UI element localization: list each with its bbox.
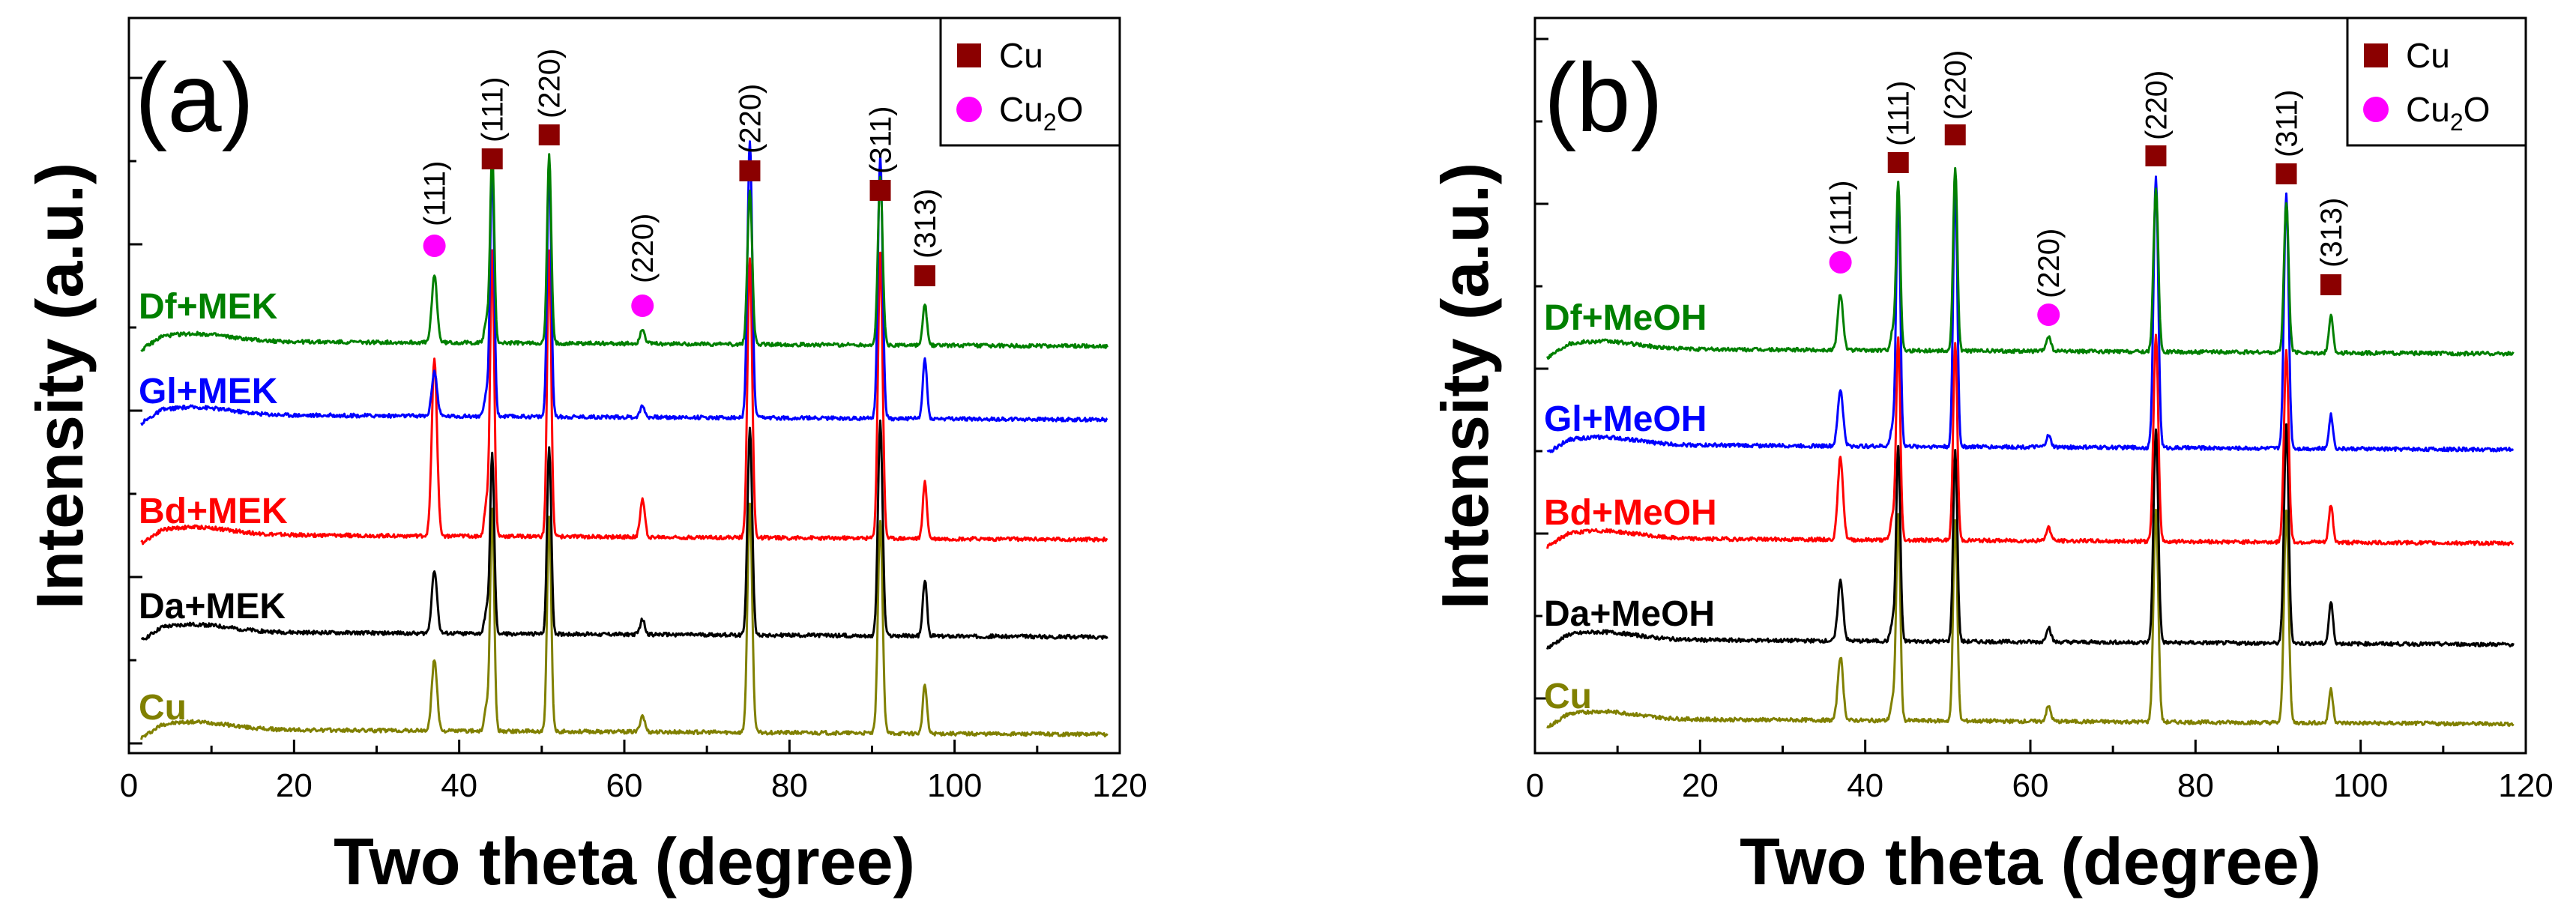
cu-peak-marker	[1944, 124, 1966, 145]
series-line	[1546, 423, 2515, 650]
series-label: Bd+MeOH	[1544, 493, 1717, 533]
hkl-label: (111)	[419, 161, 452, 226]
hkl-label: (220)	[1940, 50, 1973, 120]
x-axis-title: Two theta (degree)	[1740, 824, 2321, 899]
panel-label: (b)	[1544, 43, 1663, 152]
x-axis-title: Two theta (degree)	[334, 824, 915, 899]
x-tick-label: 60	[606, 767, 643, 804]
x-tick-label: 120	[1092, 767, 1147, 804]
x-tick-label: 0	[1526, 767, 1544, 804]
cu2o-peak-marker	[2037, 303, 2060, 326]
x-tick-label: 40	[1847, 767, 1883, 804]
hkl-label: (220)	[734, 84, 767, 154]
cu-peak-marker	[481, 148, 503, 169]
x-tick-label: 60	[2012, 767, 2049, 804]
legend-cu2o-symbol	[2363, 97, 2389, 122]
series-line	[1546, 333, 2515, 549]
series-label: Cu	[1544, 677, 1592, 716]
x-tick-label: 100	[2333, 767, 2388, 804]
cu2o-peak-marker	[631, 295, 654, 317]
cu-peak-marker	[1887, 152, 1909, 173]
panel-a: 0 20 40 60 80 100 120 Two theta (degree) Intensi…	[22, 16, 1147, 899]
hkl-label: (220)	[2140, 70, 2173, 140]
hkl-label: (313)	[2315, 198, 2348, 268]
series-label: Gl+MEK	[139, 372, 278, 411]
series-label: Gl+MeOH	[1544, 399, 1707, 439]
x-tick-label: 20	[276, 767, 313, 804]
cu2o-peak-marker	[1829, 251, 1852, 274]
panel-label: (a)	[135, 43, 254, 152]
series-label: Bd+MEK	[139, 492, 288, 531]
series-line	[140, 419, 1108, 641]
x-tick-label: 20	[1682, 767, 1719, 804]
hkl-label: (313)	[909, 189, 942, 259]
series-label: Da+MeOH	[1544, 594, 1715, 634]
series-line	[140, 140, 1108, 426]
legend-cu-symbol	[2364, 43, 2388, 67]
series-label: Df+MEK	[139, 287, 278, 327]
series-line	[1546, 166, 2515, 360]
cu-peak-marker	[2275, 163, 2297, 184]
series-line	[140, 502, 1108, 740]
x-tick-label: 100	[927, 767, 982, 804]
legend-box	[2346, 16, 2527, 147]
legend-entry-label: Cu2O	[2406, 90, 2490, 136]
cu-peak-marker	[2320, 274, 2342, 295]
cu-peak-marker	[869, 180, 891, 201]
y-axis-title: Intensity (a.u.)	[22, 163, 97, 610]
hkl-label: (220)	[2033, 229, 2066, 298]
panel-b: 0 20 40 60 80 100 120 Two theta (degree) Intensi…	[1428, 16, 2554, 899]
hkl-label: (111)	[1883, 81, 1916, 146]
x-tick-label: 80	[2177, 767, 2214, 804]
legend-box	[939, 16, 1121, 147]
legend-entry-label: Cu	[2406, 36, 2450, 75]
cu-peak-marker	[538, 124, 560, 145]
cu-peak-marker	[914, 265, 936, 286]
hkl-label: (111)	[1825, 181, 1858, 246]
legend-entry-label: Cu	[999, 36, 1043, 75]
cu-peak-marker	[2145, 145, 2167, 166]
x-tick-label: 120	[2498, 767, 2553, 804]
legend-entry-label: Cu2O	[999, 90, 1083, 136]
hkl-label: (220)	[627, 214, 660, 283]
series-label: Df+MeOH	[1544, 298, 1707, 338]
hkl-label: (311)	[2271, 90, 2304, 157]
hkl-label: (111)	[477, 77, 510, 142]
hkl-label: (311)	[865, 106, 898, 174]
series-line	[1546, 175, 2515, 453]
x-tick-label: 80	[771, 767, 808, 804]
cu-peak-marker	[739, 160, 761, 181]
series-label: Cu	[139, 688, 187, 728]
x-tick-label: 0	[120, 767, 138, 804]
legend-cu2o-symbol	[956, 97, 982, 122]
y-axis-title: Intensity (a.u.)	[1428, 163, 1502, 610]
series-line	[140, 249, 1108, 546]
series-line	[1546, 508, 2515, 729]
series-line	[140, 150, 1108, 352]
cu2o-peak-marker	[423, 235, 446, 257]
series-label: Da+MEK	[139, 587, 286, 626]
hkl-label: (220)	[534, 49, 567, 118]
legend-cu-symbol	[957, 43, 981, 67]
x-tick-label: 40	[441, 767, 477, 804]
